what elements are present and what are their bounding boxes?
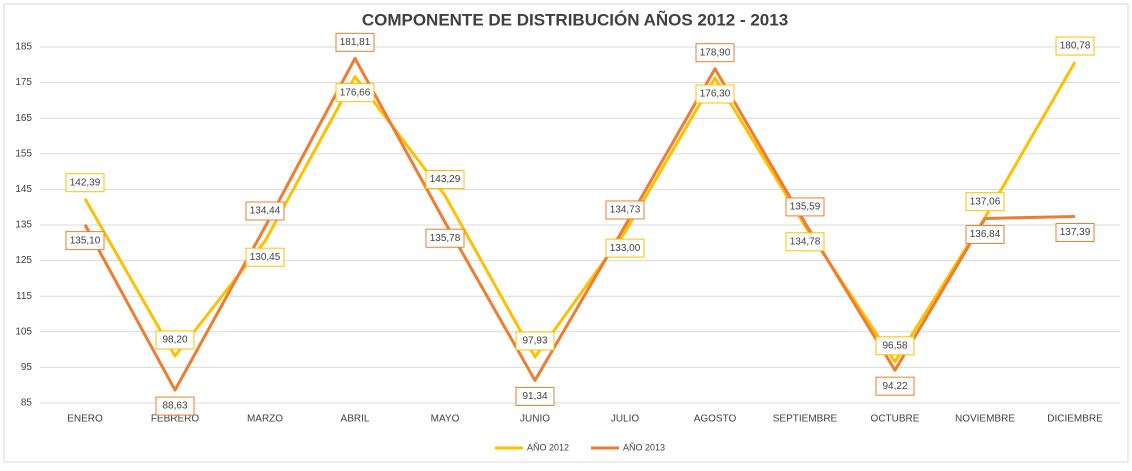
data-label-box: [155, 396, 195, 416]
data-label: 178,90: [700, 47, 731, 58]
data-label: 130,45: [250, 252, 281, 263]
data-label-box: [65, 231, 105, 251]
data-label: 181,81: [340, 37, 371, 48]
y-tick-label: 95: [21, 362, 33, 373]
data-label-box: [65, 173, 105, 193]
data-label-box: [245, 247, 285, 267]
data-label: 135,78: [430, 233, 461, 244]
x-tick-label: JULIO: [611, 414, 640, 425]
data-label-box: [1055, 222, 1095, 242]
x-tick-label: ABRIL: [341, 414, 370, 425]
data-label-box: [695, 84, 735, 104]
data-label: 134,73: [610, 205, 641, 216]
chart-title: COMPONENTE DE DISTRIBUCIÓN AÑOS 2012 - 2…: [362, 9, 788, 29]
data-label-box: [605, 200, 645, 220]
data-label: 137,06: [970, 196, 1001, 207]
data-label-box: [1055, 36, 1095, 56]
data-label-box: [245, 201, 285, 221]
y-tick-label: 115: [16, 291, 32, 302]
data-label: 143,29: [430, 174, 461, 185]
data-label-box: [515, 386, 555, 406]
data-label-box: [785, 197, 825, 217]
y-tick-label: 185: [15, 42, 32, 53]
data-label: 135,59: [790, 202, 821, 213]
data-label: 137,39: [1060, 227, 1091, 238]
data-label-box: [425, 228, 465, 248]
data-label: 134,78: [790, 236, 821, 247]
data-label: 134,44: [250, 206, 281, 217]
data-label-box: [335, 32, 375, 52]
data-label: 97,93: [522, 336, 547, 347]
data-label-box: [875, 376, 915, 396]
data-label-box: [155, 330, 195, 350]
data-label-box: [425, 169, 465, 189]
data-label: 135,10: [70, 235, 101, 246]
x-tick-label: MARZO: [247, 414, 283, 425]
data-label-box: [875, 336, 915, 356]
x-tick-label: JUNIO: [520, 414, 550, 425]
data-label: 136,84: [970, 229, 1001, 240]
y-tick-label: 175: [15, 77, 32, 88]
x-tick-label: DICIEMBRE: [1047, 414, 1103, 425]
data-label-box: [965, 224, 1005, 244]
y-tick-label: 135: [15, 220, 32, 231]
data-label: 142,39: [70, 177, 101, 188]
data-label-box: [695, 43, 735, 63]
data-label: 176,30: [700, 89, 731, 100]
x-tick-label: OCTUBRE: [871, 414, 920, 425]
y-tick-label: 85: [21, 398, 33, 409]
x-tick-label: AGOSTO: [694, 414, 737, 425]
x-tick-label: NOVIEMBRE: [955, 414, 1015, 425]
y-tick-label: 145: [15, 184, 32, 195]
data-label-box: [785, 232, 825, 252]
y-tick-label: 155: [15, 148, 32, 159]
data-label: 96,58: [882, 340, 907, 351]
data-label: 133,00: [610, 243, 641, 254]
data-label-box: [605, 238, 645, 258]
data-label-box: [965, 192, 1005, 212]
x-tick-label: ENERO: [67, 414, 103, 425]
x-tick-label: SEPTIEMBRE: [773, 414, 838, 425]
y-tick-label: 165: [15, 113, 32, 124]
legend-label: AÑO 2012: [527, 442, 569, 452]
data-label-box: [335, 83, 375, 103]
data-label: 94,22: [882, 381, 907, 392]
y-tick-label: 125: [15, 255, 32, 266]
data-label: 98,20: [162, 335, 187, 346]
chart-border: [3, 3, 1129, 463]
y-tick-label: 105: [15, 326, 32, 337]
data-label: 88,63: [162, 401, 187, 412]
data-label-box: [515, 331, 555, 351]
x-tick-label: MAYO: [431, 414, 460, 425]
x-tick-label: FEBRERO: [151, 414, 200, 425]
legend-label: AÑO 2013: [623, 442, 665, 452]
data-label: 176,66: [340, 87, 371, 98]
data-label: 180,78: [1060, 41, 1091, 52]
data-label: 91,34: [522, 391, 547, 402]
